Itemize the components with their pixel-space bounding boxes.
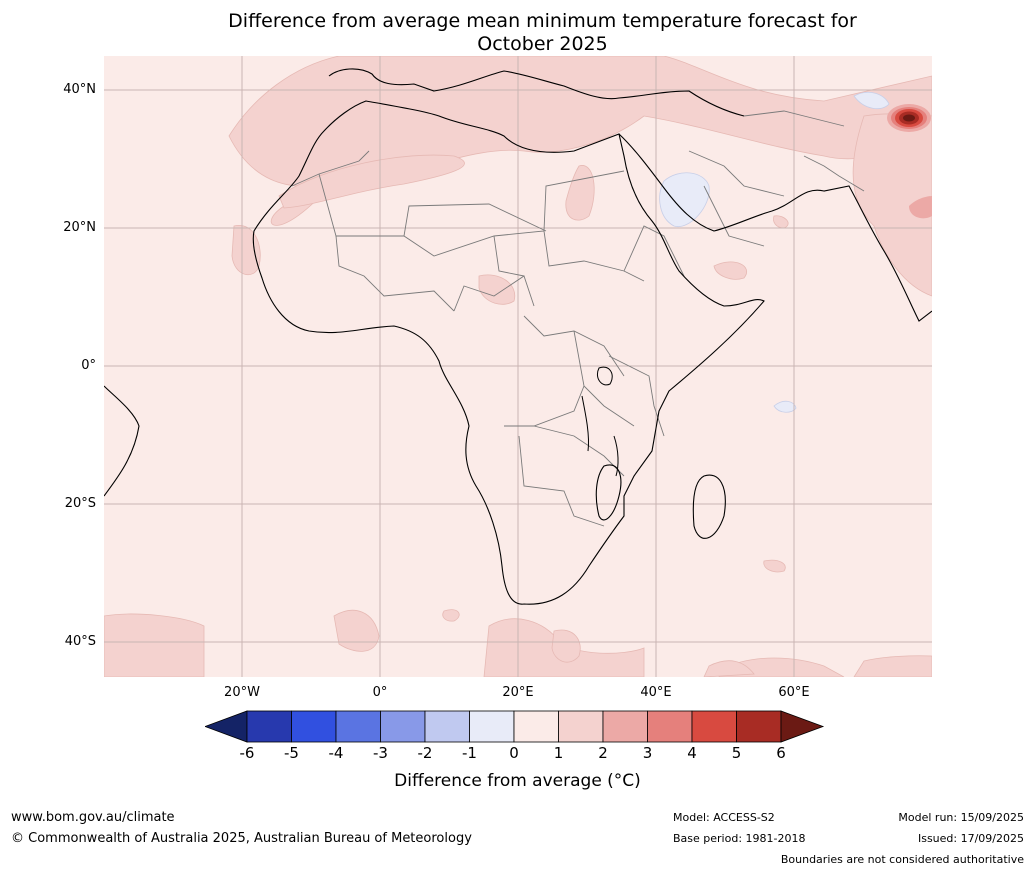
colorbar-tick-label: -5 bbox=[284, 744, 299, 762]
colorbar-svg bbox=[203, 710, 825, 743]
anomaly-1-to-2-areas bbox=[104, 56, 932, 677]
colorbar-tick-label: 4 bbox=[687, 744, 697, 762]
lon-label-60e: 60°E bbox=[778, 685, 810, 700]
colorbar-segment bbox=[335, 710, 381, 743]
colorbar bbox=[203, 710, 830, 748]
colorbar-tick-label: 5 bbox=[731, 744, 742, 762]
country-boundaries bbox=[291, 110, 865, 527]
colorbar-tick-label: -4 bbox=[328, 744, 344, 762]
footer-base-period: Base period: 1981-2018 bbox=[673, 832, 806, 845]
colorbar-tick-label: 6 bbox=[776, 744, 786, 762]
lat-label-40n: 40°N bbox=[63, 82, 96, 97]
title-line-2: October 2025 bbox=[477, 33, 608, 55]
colorbar-segment bbox=[380, 710, 426, 743]
colorbar-segment bbox=[736, 710, 782, 743]
lon-label-0: 0° bbox=[372, 685, 388, 700]
colorbar-segment bbox=[246, 710, 292, 743]
colorbar-segment bbox=[647, 710, 693, 743]
colorbar-segment bbox=[691, 710, 737, 743]
lon-label-40e: 40°E bbox=[640, 685, 672, 700]
colorbar-segment bbox=[469, 710, 515, 743]
footer-issued: Issued: 17/09/2025 bbox=[917, 832, 1024, 845]
colorbar-tick-label: 0 bbox=[509, 744, 519, 762]
footer-boundaries-note: Boundaries are not considered authoritat… bbox=[780, 853, 1024, 866]
colorbar-segment bbox=[602, 710, 648, 743]
title-line-1: Difference from average mean minimum tem… bbox=[228, 10, 857, 32]
footer-copyright: © Commonwealth of Australia 2025, Austra… bbox=[11, 831, 472, 846]
colorbar-tick-label: 3 bbox=[642, 744, 653, 762]
colorbar-tick-label: -6 bbox=[239, 744, 255, 762]
lat-label-20n: 20°N bbox=[63, 220, 96, 235]
hotspot-warm-anomaly bbox=[887, 104, 931, 132]
colorbar-tick-label: 1 bbox=[553, 744, 564, 762]
colorbar-tick-label: 2 bbox=[598, 744, 608, 762]
colorbar-arrow-high bbox=[780, 710, 825, 743]
colorbar-label: Difference from average (°C) bbox=[394, 771, 641, 791]
colorbar-segment bbox=[291, 710, 337, 743]
lat-label-20s: 20°S bbox=[64, 496, 96, 511]
footer-model-run: Model run: 15/09/2025 bbox=[898, 811, 1024, 824]
graticule bbox=[104, 56, 932, 677]
lat-label-40s: 40°S bbox=[64, 634, 96, 649]
colorbar-segment bbox=[424, 710, 470, 743]
colorbar-segment bbox=[513, 710, 559, 743]
colorbar-arrow-low bbox=[203, 710, 248, 743]
footer-model: Model: ACCESS-S2 bbox=[673, 811, 775, 824]
coastlines bbox=[104, 68, 932, 605]
anomaly-2-to-3-area bbox=[909, 196, 932, 219]
lat-label-equator: 0° bbox=[81, 358, 96, 373]
colorbar-tick-label: -3 bbox=[373, 744, 388, 762]
forecast-map bbox=[104, 56, 932, 677]
map-title: Difference from average mean minimum tem… bbox=[0, 10, 1035, 56]
colorbar-tick-label: -2 bbox=[417, 744, 433, 762]
map-svg bbox=[104, 56, 932, 677]
anomaly-minus-1-to-0-areas bbox=[659, 91, 890, 413]
inland-lakes bbox=[581, 366, 619, 477]
lon-label-20e: 20°E bbox=[502, 685, 534, 700]
footer-website: www.bom.gov.au/climate bbox=[11, 810, 175, 825]
colorbar-segment bbox=[558, 710, 604, 743]
colorbar-tick-label: -1 bbox=[462, 744, 477, 762]
lon-label-20w: 20°W bbox=[224, 685, 260, 700]
